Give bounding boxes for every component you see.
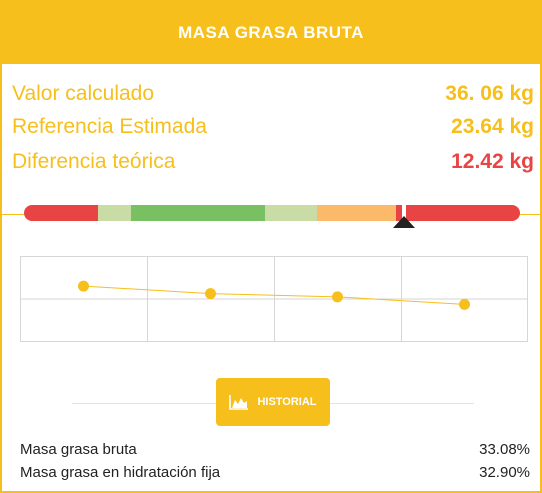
metric-difference-value: 12.42 kg	[451, 150, 534, 173]
range-bar	[24, 205, 520, 221]
series-line	[83, 285, 465, 305]
range-marker-icon	[393, 205, 415, 228]
data-point-2	[205, 288, 216, 300]
range-segment-3	[130, 205, 265, 221]
metric-reference-value: 23.64 kg	[451, 115, 534, 138]
metric-calculated-value: 36. 06 kg	[445, 82, 534, 105]
data-point-1	[78, 280, 89, 292]
metric-calculated-label: Valor calculado	[12, 82, 155, 105]
metric-difference: Diferencia teórica 12.42 kg	[12, 150, 534, 174]
summary-gross-label: Masa grasa bruta	[20, 441, 137, 458]
data-point-4	[459, 298, 470, 310]
trend-chart	[20, 256, 528, 342]
chart-grid	[20, 256, 528, 342]
history-button-label: HISTORIAL	[257, 396, 317, 408]
data-point-3	[332, 291, 343, 303]
metric-calculated: Valor calculado 36. 06 kg	[12, 82, 534, 106]
range-segment-4	[264, 205, 317, 221]
range-segment-1	[24, 205, 99, 221]
range-segment-2	[98, 205, 131, 221]
card-title: MASA GRASA BRUTA	[178, 23, 364, 42]
range-segment-6	[395, 205, 520, 221]
summary-hydration-value: 32.90%	[479, 464, 530, 481]
summary-row-hydration: Masa grasa en hidratación fija 32.90%	[20, 464, 530, 481]
area-chart-icon	[229, 395, 249, 410]
summary-row-gross: Masa grasa bruta 33.08%	[20, 441, 530, 458]
range-segment-5	[316, 205, 396, 221]
card-header: MASA GRASA BRUTA	[2, 2, 540, 64]
metric-difference-label: Diferencia teórica	[12, 150, 176, 173]
metric-reference-label: Referencia Estimada	[12, 115, 207, 138]
history-button[interactable]: HISTORIAL	[216, 378, 330, 426]
metric-reference: Referencia Estimada 23.64 kg	[12, 115, 534, 139]
chart-series	[78, 280, 470, 310]
summary-gross-value: 33.08%	[479, 441, 530, 458]
summary-hydration-label: Masa grasa en hidratación fija	[20, 464, 221, 481]
